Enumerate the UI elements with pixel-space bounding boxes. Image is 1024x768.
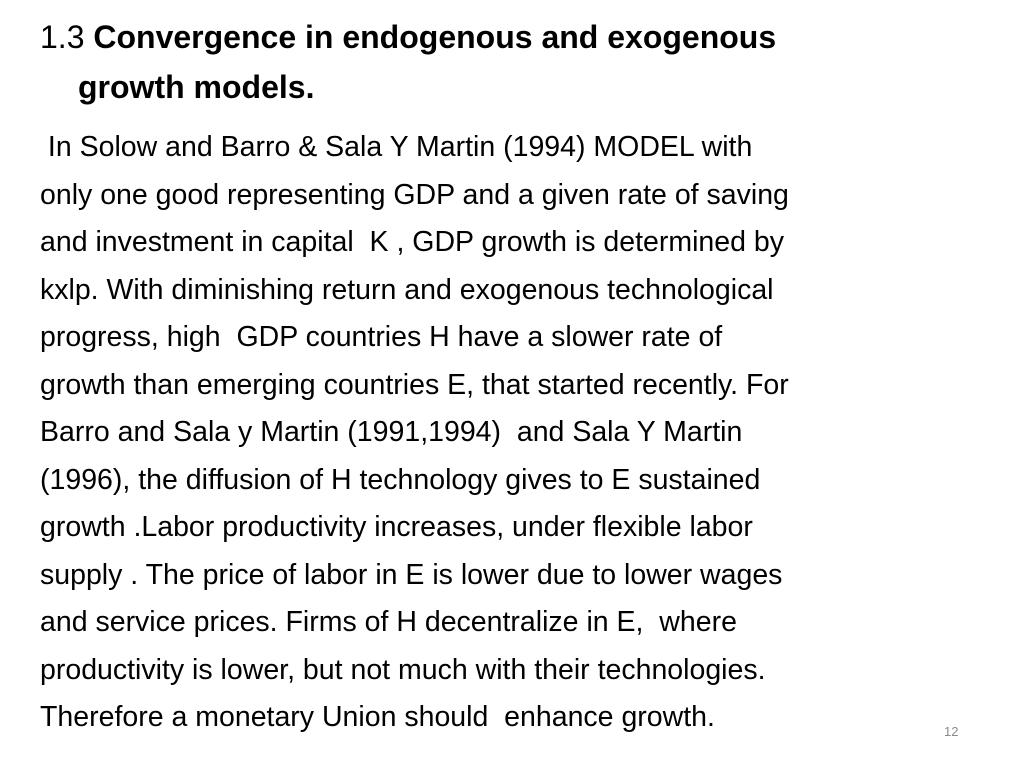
body-line: supply . The price of labor in E is lowe…: [40, 558, 783, 591]
section-number: 1.3: [40, 19, 85, 55]
body-line: productivity is lower, but not much with…: [40, 653, 766, 686]
title-line-2: growth models.: [78, 69, 315, 105]
slide-title: 1.3 Convergence in endogenous and exogen…: [40, 12, 980, 112]
body-line: and service prices. Firms of H decentral…: [40, 606, 737, 638]
body-paragraph: In Solow and Barro & Sala Y Martin (1994…: [40, 124, 1015, 742]
body-line: In Solow and Barro & Sala Y Martin (1994…: [40, 131, 753, 163]
body-line: growth than emerging countries E, that s…: [40, 368, 789, 401]
body-line: Barro and Sala y Martin (1991,1994) and …: [40, 416, 743, 448]
body-line: progress, high GDP countries H have a sl…: [40, 321, 723, 353]
page-number: 12: [944, 724, 959, 739]
body-line: growth .Labor productivity increases, un…: [40, 511, 753, 543]
title-line-1: Convergence in endogenous and exogenous: [93, 19, 777, 55]
body-line: Therefore a monetary Union should enhanc…: [40, 701, 715, 733]
body-line: (1996), the diffusion of H technology gi…: [40, 463, 761, 496]
body-line: kxlp. With diminishing return and exogen…: [40, 273, 774, 306]
body-line: and investment in capital K , GDP growth…: [40, 226, 785, 258]
body-line: only one good representing GDP and a giv…: [40, 178, 789, 211]
